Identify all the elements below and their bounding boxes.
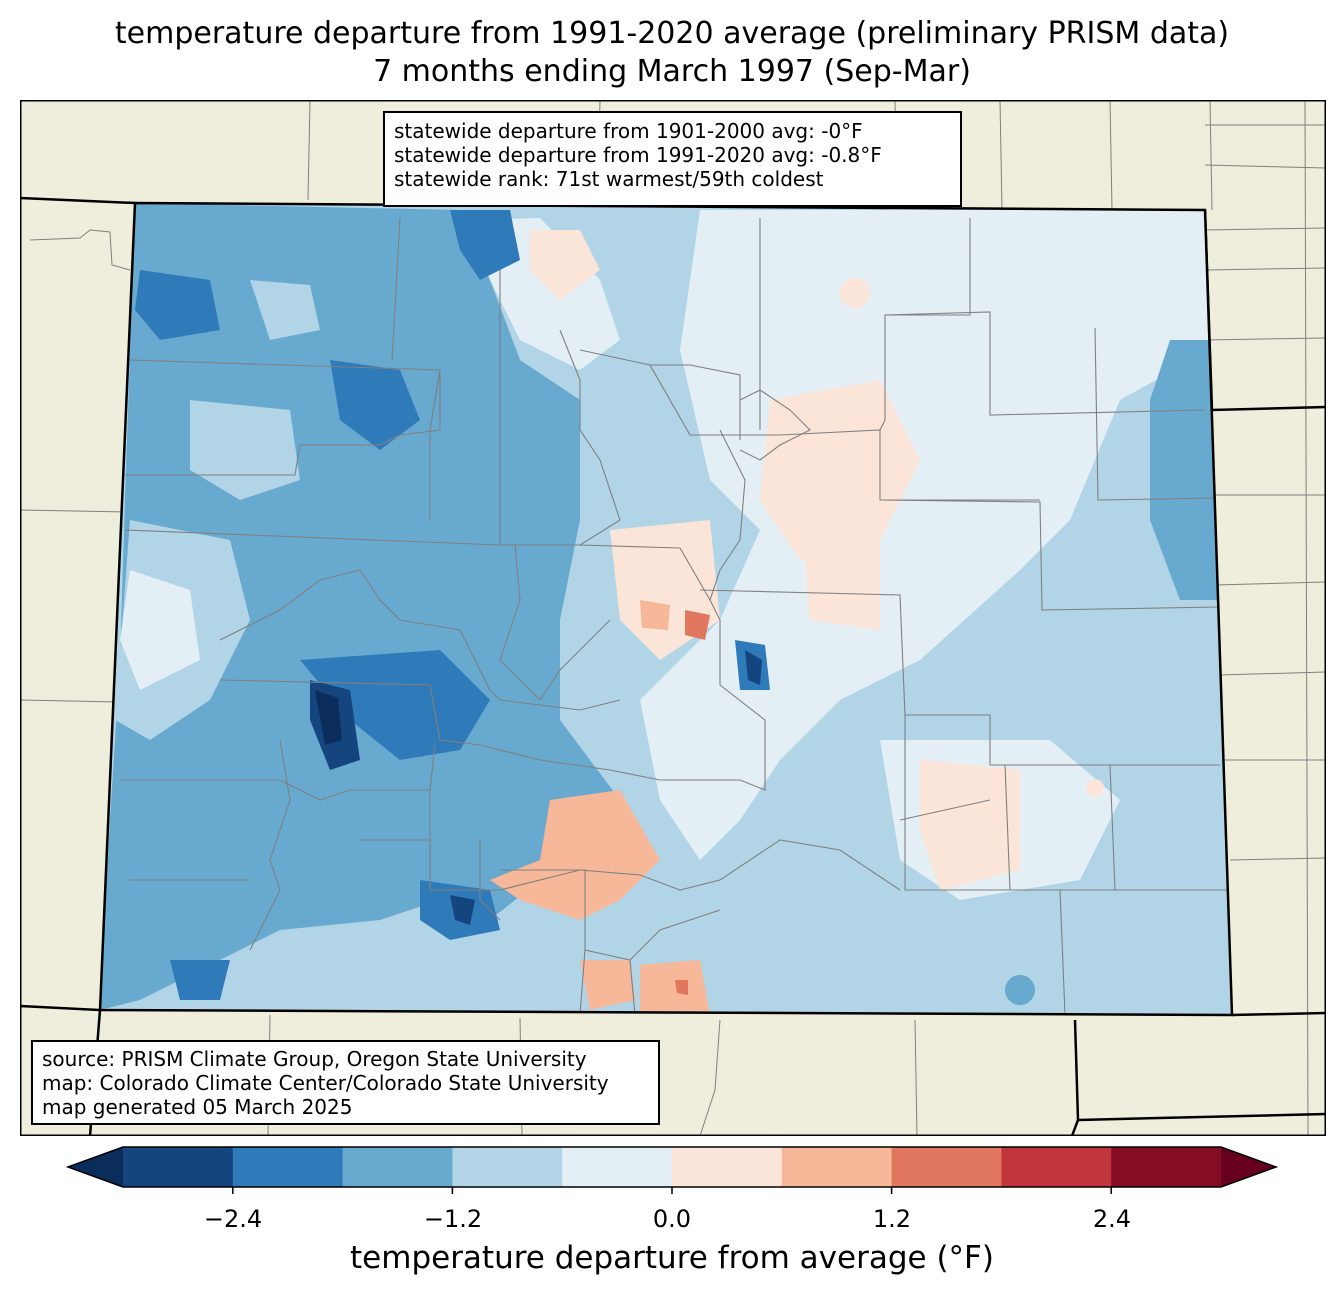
colorbar-outline: [65, 1146, 1279, 1188]
colorado-temperature-map: [20, 100, 1326, 1136]
temperature-departure-field: [100, 203, 1232, 1015]
map-frame: [20, 100, 1326, 1136]
colorado-county-lines: [120, 217, 1230, 1015]
stats-departure-1901-2000: statewide departure from 1901-2000 avg: …: [394, 119, 863, 143]
colorbar-bin: [123, 1147, 234, 1187]
colorbar-bin: [452, 1147, 563, 1187]
map-title-line2: 7 months ending March 1997 (Sep-Mar): [373, 54, 971, 89]
colorbar-tick-label: −1.2: [423, 1205, 483, 1233]
map-generated-line: map generated 05 March 2025: [42, 1095, 353, 1119]
colorbar-tick-label: 2.4: [1092, 1205, 1132, 1233]
stats-departure-1991-2020: statewide departure from 1991-2020 avg: …: [394, 143, 882, 167]
colorbar-tick-label: 1.2: [872, 1205, 912, 1233]
colorbar-bin: [562, 1147, 673, 1187]
colorbar-bin: [781, 1147, 893, 1187]
colorado-state-border: [98, 201, 1234, 1017]
colorbar-bin: [342, 1147, 453, 1187]
source-credit-box: source: PRISM Climate Group, Oregon Stat…: [31, 1040, 660, 1125]
colorbar-under-arrow: [68, 1147, 123, 1187]
colorbar-over-arrow: [1221, 1147, 1276, 1187]
source-line: source: PRISM Climate Group, Oregon Stat…: [42, 1047, 587, 1071]
colorbar: [65, 1146, 1279, 1194]
colorbar-label: temperature departure from average (°F): [350, 1240, 994, 1276]
colorbar-tick-label: −2.4: [203, 1205, 263, 1233]
colorbar-bin: [891, 1147, 1002, 1187]
colorbar-bin: [672, 1147, 783, 1187]
map-title-line1: temperature departure from 1991-2020 ave…: [114, 16, 1230, 51]
statewide-stats-box: statewide departure from 1901-2000 avg: …: [383, 111, 962, 207]
map-credit-line: map: Colorado Climate Center/Colorado St…: [42, 1071, 609, 1095]
colorbar-bin: [1001, 1147, 1112, 1187]
colorbar-tick-label: 0.0: [652, 1205, 692, 1233]
colorbar-bin: [1111, 1147, 1222, 1187]
stats-rank: statewide rank: 71st warmest/59th coldes…: [394, 167, 824, 191]
colorbar-bin: [232, 1147, 344, 1187]
